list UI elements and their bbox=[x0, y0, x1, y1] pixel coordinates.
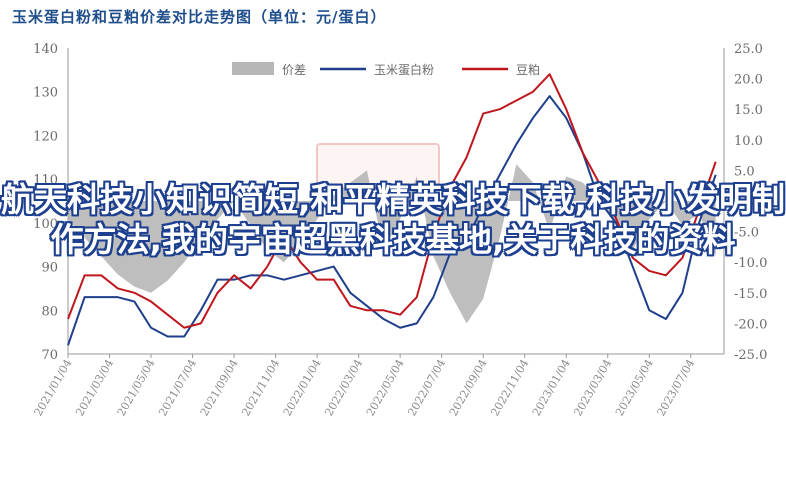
x-tick-label: 2022/09/04 bbox=[447, 357, 490, 418]
left-tick-label: 120 bbox=[33, 129, 58, 144]
left-tick-label: 80 bbox=[41, 304, 58, 319]
legend-swatch-area bbox=[232, 62, 274, 75]
right-tick-label: -20.0 bbox=[734, 317, 767, 332]
x-tick-label: 2022/03/04 bbox=[322, 357, 365, 418]
right-tick-label: 25.0 bbox=[734, 42, 763, 57]
left-tick-label: 70 bbox=[41, 348, 58, 363]
legend: 价差 玉米蛋白粉 豆粕 bbox=[232, 62, 540, 77]
series-lines-layer bbox=[67, 73, 717, 346]
right-tick-label: 15.0 bbox=[734, 103, 763, 118]
x-tick-label: 2022/11/04 bbox=[488, 357, 531, 418]
right-tick-label: -25.0 bbox=[734, 348, 767, 363]
x-tick-label: 2023/01/04 bbox=[530, 357, 573, 418]
left-tick-label: 130 bbox=[33, 86, 58, 101]
left-tick-label: 140 bbox=[33, 42, 58, 57]
x-tick-label: 2022/07/04 bbox=[405, 357, 448, 418]
x-tick-label: 2021/05/04 bbox=[115, 357, 158, 418]
right-tick-label: -10.0 bbox=[734, 256, 767, 271]
series-line-玉米蛋白粉 bbox=[67, 95, 717, 346]
right-tick-label: -15.0 bbox=[734, 287, 767, 302]
right-tick-label: 10.0 bbox=[734, 134, 763, 149]
legend-label: 玉米蛋白粉 bbox=[374, 62, 434, 77]
legend-label: 豆粕 bbox=[516, 62, 540, 77]
x-tick-label: 2021/01/04 bbox=[32, 357, 75, 418]
left-tick-label: 90 bbox=[41, 261, 58, 276]
left-tick-label: 100 bbox=[33, 217, 58, 232]
spread-area-layer bbox=[68, 164, 716, 324]
x-tick-label: 2023/05/04 bbox=[613, 357, 656, 418]
right-tick-label: -5.0 bbox=[734, 226, 759, 241]
right-tick-label: 20.0 bbox=[734, 73, 763, 88]
spread-area bbox=[68, 164, 716, 324]
chart-title: 玉米蛋白粉和豆粕价差对比走势图（单位：元/蛋白） bbox=[12, 8, 387, 26]
left-tick-label: 110 bbox=[33, 173, 58, 188]
watermark-stamp bbox=[316, 143, 440, 189]
x-tick-label: 2021/11/04 bbox=[239, 357, 282, 418]
series-line-豆粕 bbox=[67, 73, 717, 329]
x-tick-label: 2022/05/04 bbox=[364, 357, 407, 418]
x-tick-label: 2021/03/04 bbox=[73, 357, 116, 418]
x-tick-label: 2023/03/04 bbox=[571, 357, 614, 418]
right-tick-label: 0.0 bbox=[734, 195, 755, 210]
x-tick-label: 2021/09/04 bbox=[198, 357, 241, 418]
legend-label: 价差 bbox=[282, 63, 306, 77]
right-tick-label: 5.0 bbox=[734, 164, 755, 179]
x-tick-label: 2021/07/04 bbox=[156, 357, 199, 418]
x-tick-label: 2022/01/04 bbox=[281, 357, 324, 418]
x-tick-label: 2023/07/04 bbox=[654, 357, 697, 418]
